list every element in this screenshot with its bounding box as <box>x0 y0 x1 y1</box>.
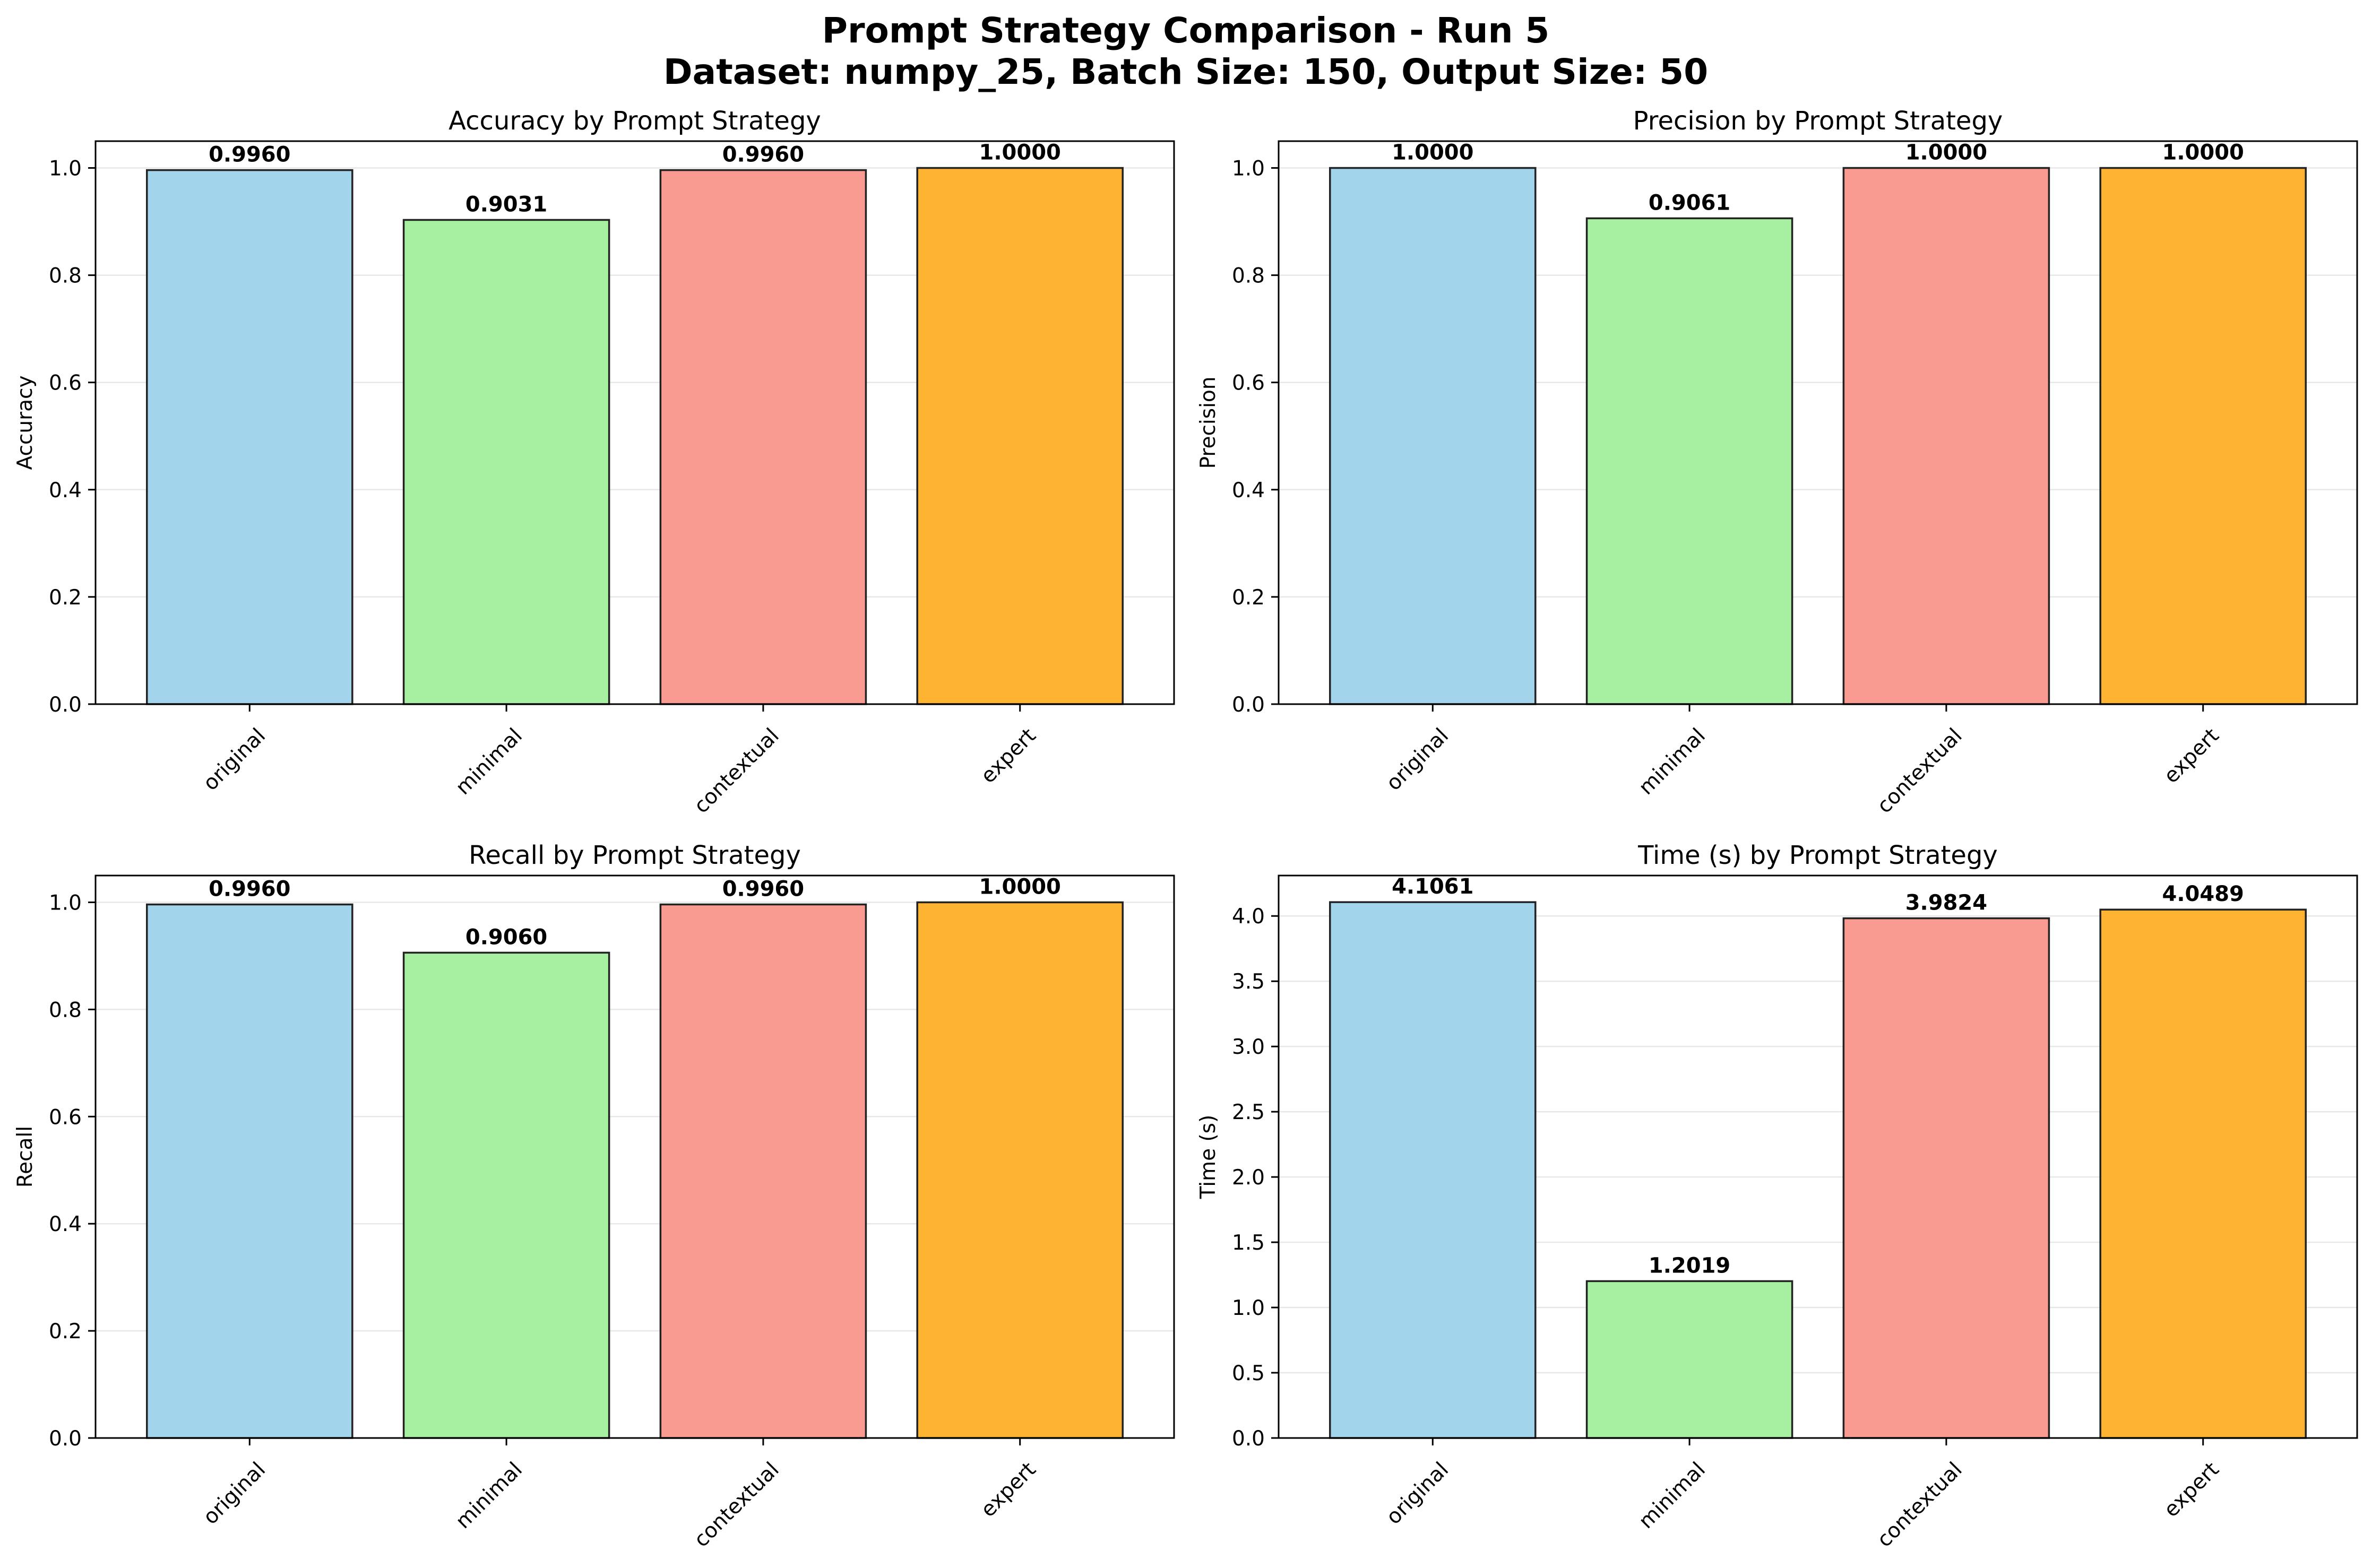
value-label-contextual: 1.0000 <box>1905 141 1987 165</box>
bar-minimal <box>1585 1280 1793 1439</box>
y-tick-label: 0.4 <box>49 1212 82 1236</box>
chart-panels: 0.9960 0.9031 0.9960 1.0000 0.0 0.2 0.4 0.6 0.8 1… <box>13 106 2358 1552</box>
bar-minimal <box>402 219 610 705</box>
y-tick-label: 1.0 <box>49 891 82 915</box>
y-tick-label: 0.2 <box>1232 586 1265 610</box>
bar-original <box>146 903 353 1439</box>
value-label-contextual: 0.9960 <box>722 877 804 902</box>
bar-original <box>146 169 353 705</box>
value-label-expert: 1.0000 <box>979 141 1061 165</box>
y-tick-label: 0.6 <box>49 1105 82 1129</box>
value-label-expert: 1.0000 <box>979 874 1061 899</box>
y-tick-label: 4.0 <box>1232 905 1265 929</box>
y-tick-label: 2.0 <box>1232 1166 1265 1190</box>
panel-title: Recall by Prompt Strategy <box>469 841 801 870</box>
bar-contextual <box>659 903 867 1439</box>
y-tick-label: 1.0 <box>1232 1296 1265 1320</box>
value-label-contextual: 3.9824 <box>1905 891 1987 915</box>
value-label-original: 0.9960 <box>209 877 290 902</box>
y-tick-label: 2.5 <box>1232 1101 1265 1124</box>
value-label-expert: 4.0489 <box>2162 882 2244 906</box>
y-tick-label: 0.0 <box>1232 693 1265 717</box>
y-tick-label: 0.8 <box>49 998 82 1022</box>
y-axis-label: Time (s) <box>1196 1115 1220 1200</box>
panel-title: Accuracy by Prompt Strategy <box>448 106 821 136</box>
bar-contextual <box>1842 167 2050 705</box>
y-tick-label: 0.8 <box>1232 264 1265 288</box>
y-tick-label: 1.0 <box>49 157 82 181</box>
y-tick-label: 0.4 <box>49 479 82 503</box>
y-axis-label: Recall <box>13 1126 37 1188</box>
y-axis-label: Accuracy <box>13 375 37 470</box>
axes-frame <box>94 140 1175 705</box>
y-tick-label: 0.6 <box>1232 371 1265 395</box>
panel-title: Time (s) by Prompt Strategy <box>1637 841 1998 870</box>
y-tick-label: 1.0 <box>1232 157 1265 181</box>
bar-expert <box>2099 167 2307 705</box>
value-label-minimal: 0.9031 <box>465 192 547 216</box>
axes-frame <box>1278 140 2358 705</box>
value-label-contextual: 0.9960 <box>722 143 804 167</box>
bar-expert <box>2099 908 2307 1439</box>
bar-minimal <box>1585 217 1793 705</box>
bar-contextual <box>659 169 867 705</box>
bar-original <box>1329 167 1537 705</box>
y-tick-label: 0.5 <box>1232 1362 1265 1385</box>
y-tick-label: 0.4 <box>1232 479 1265 503</box>
figure-title-line2: Dataset: numpy_25, Batch Size: 150, Outp… <box>663 51 1708 92</box>
figure-title-line1: Prompt Strategy Comparison - Run 5 <box>822 10 1550 51</box>
y-tick-label: 1.5 <box>1232 1231 1265 1255</box>
bar-contextual <box>1842 917 2050 1439</box>
bar-original <box>1329 901 1537 1439</box>
y-tick-label: 0.2 <box>49 1320 82 1344</box>
bar-expert <box>916 901 1124 1439</box>
value-label-minimal: 0.9061 <box>1649 190 1730 215</box>
axes-frame <box>1278 874 2358 1439</box>
y-axis-label: Precision <box>1196 376 1220 469</box>
y-tick-label: 0.0 <box>49 1427 82 1451</box>
value-label-minimal: 1.2019 <box>1649 1253 1730 1278</box>
y-tick-label: 0.0 <box>49 693 82 717</box>
y-tick-label: 0.0 <box>1232 1427 1265 1451</box>
y-tick-label: 0.8 <box>49 264 82 288</box>
y-tick-label: 0.6 <box>49 371 82 395</box>
value-label-minimal: 0.9060 <box>465 925 547 949</box>
panel-title: Precision by Prompt Strategy <box>1633 106 2003 136</box>
value-label-expert: 1.0000 <box>2162 141 2244 165</box>
y-tick-label: 3.5 <box>1232 970 1265 994</box>
value-label-original: 4.1061 <box>1392 874 1473 899</box>
value-label-original: 1.0000 <box>1392 141 1473 165</box>
y-tick-label: 3.0 <box>1232 1035 1265 1059</box>
value-label-original: 0.9960 <box>209 143 290 167</box>
axes-frame <box>94 874 1175 1439</box>
chart-panel-3: 0.9960 0.9060 0.9960 1.0000 0.0 0.2 0.4 0.6 0.8 1… <box>13 841 1175 1552</box>
bar-minimal <box>402 951 610 1439</box>
bar-expert <box>916 167 1124 705</box>
y-tick-label: 0.2 <box>49 586 82 610</box>
